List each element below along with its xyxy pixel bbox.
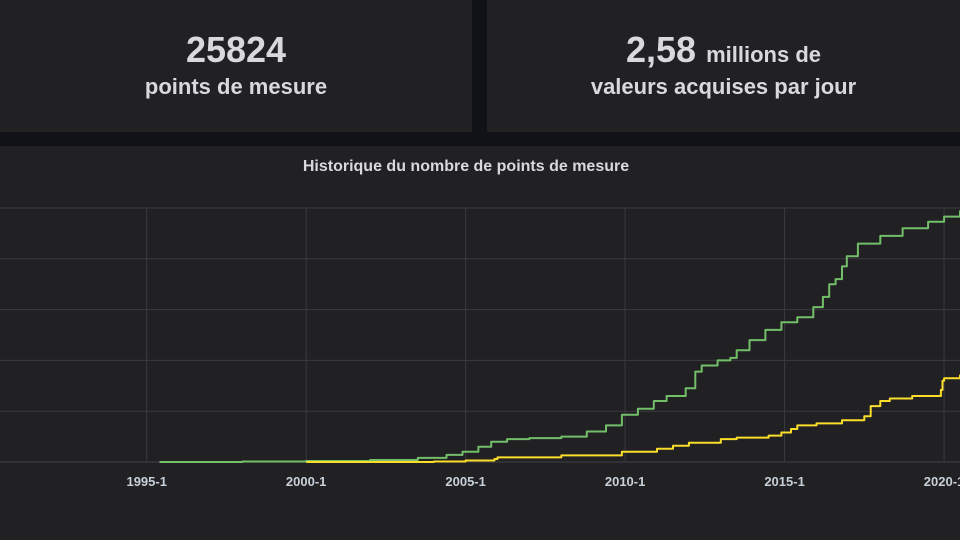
- stat-points-value: 25824: [185, 29, 287, 70]
- stat-values-value: 2,58: [626, 29, 697, 70]
- chart-panel: Historique du nombre de points de mesure…: [0, 146, 960, 540]
- stat-values-suffix: millions de: [706, 42, 821, 67]
- stat-points-value-line: 25824: [186, 32, 286, 68]
- x-tick-label: 2005-1: [445, 474, 485, 489]
- series-line-2: [306, 374, 960, 463]
- line-chart: 1995-1 2000-1 2005-1 2010-1 2015-1 2020-1: [0, 207, 960, 489]
- x-tick-label: 2015-1: [764, 474, 804, 489]
- x-tick-label: 2020-1: [924, 474, 960, 489]
- stat-panel-points: 25824 points de mesure: [0, 0, 472, 132]
- stat-values-label: valeurs acquises par jour: [590, 74, 857, 99]
- stat-panel-values: 2,58 millions de valeurs acquises par jo…: [487, 0, 960, 132]
- stat-points-label: points de mesure: [144, 74, 328, 99]
- x-tick-label: 1995-1: [126, 474, 166, 489]
- series-line-1: [159, 210, 960, 463]
- chart-title: Historique du nombre de points de mesure: [302, 158, 630, 175]
- x-tick-label: 2010-1: [605, 474, 645, 489]
- x-tick-label: 2000-1: [286, 474, 326, 489]
- stat-values-value-line: 2,58 millions de: [626, 32, 821, 68]
